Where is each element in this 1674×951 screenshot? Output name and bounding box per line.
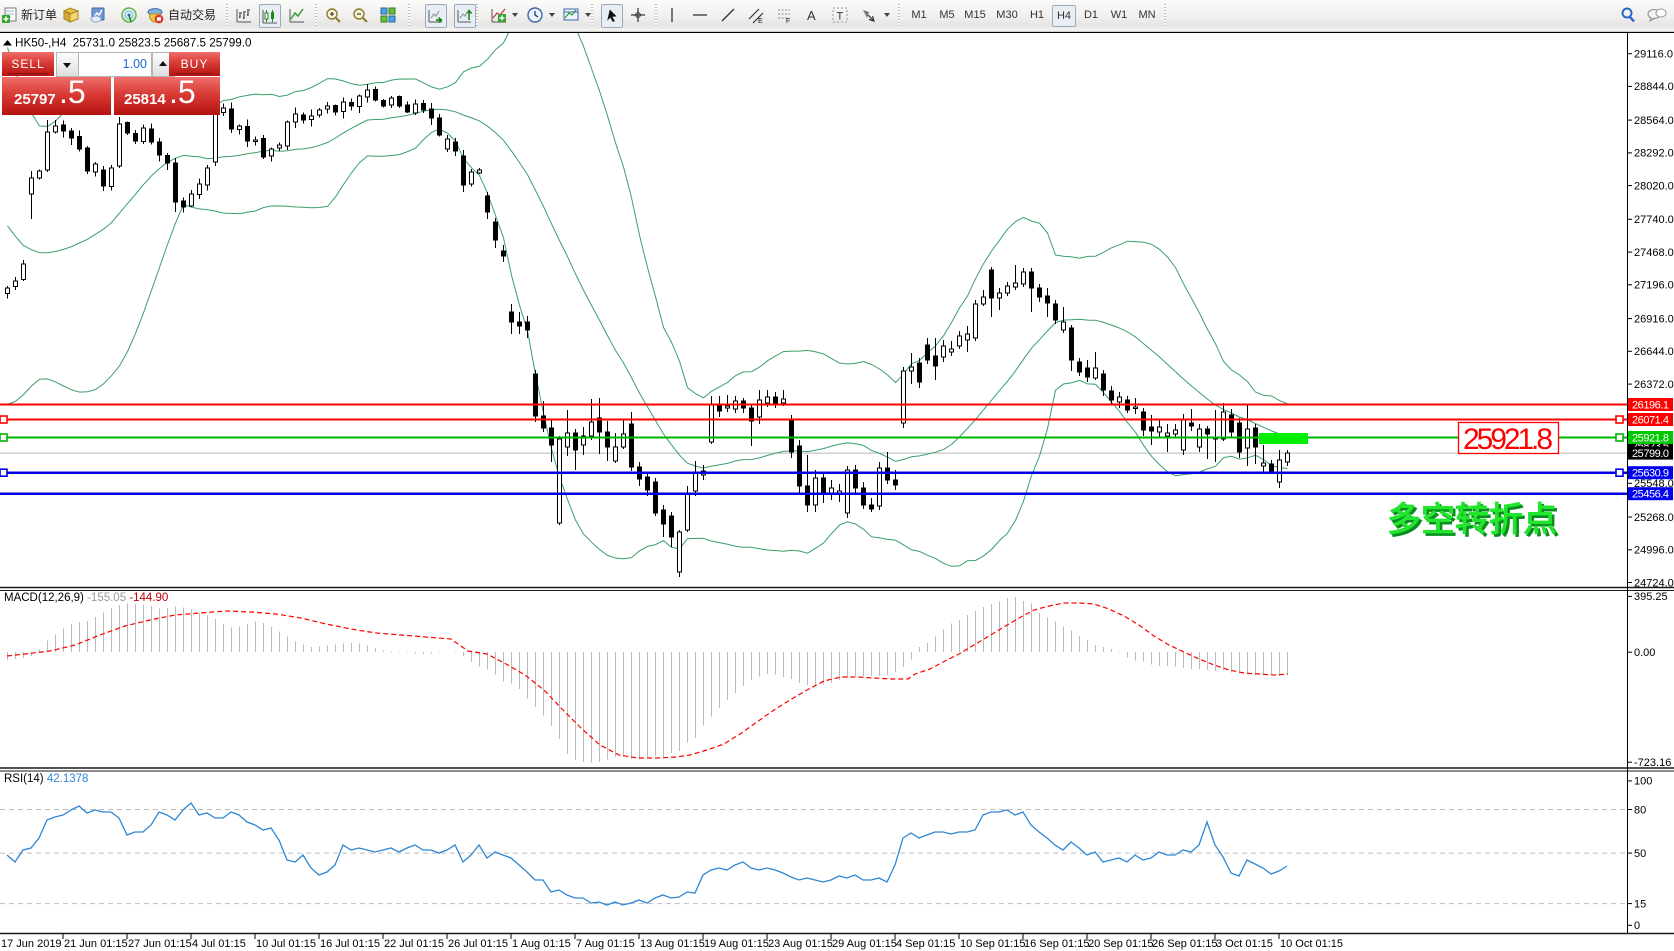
svg-text:-723.16: -723.16 [1634,757,1671,769]
svg-text:HK50-,H4 25731.0 25823.5 2568: HK50-,H4 25731.0 25823.5 25687.5 25799.0 [15,37,252,50]
svg-text:29116.0: 29116.0 [1634,49,1673,61]
svg-text:3 Oct 01:15: 3 Oct 01:15 [1216,938,1273,950]
svg-text:23 Aug 01:15: 23 Aug 01:15 [768,938,833,950]
svg-text:10 Oct 01:15: 10 Oct 01:15 [1280,938,1343,950]
svg-text:24724.0: 24724.0 [1634,577,1674,589]
svg-text:28020.0: 28020.0 [1634,180,1674,192]
svg-text:27740.0: 27740.0 [1634,214,1674,226]
svg-text:25268.0: 25268.0 [1634,512,1674,524]
svg-text:4 Jul 01:15: 4 Jul 01:15 [192,938,246,950]
svg-text:25799.0: 25799.0 [1632,448,1669,460]
svg-text:26071.4: 26071.4 [1632,415,1669,427]
svg-text:15: 15 [1634,898,1646,910]
svg-text:28564.0: 28564.0 [1634,115,1674,127]
svg-text:19 Aug 01:15: 19 Aug 01:15 [704,938,769,950]
svg-text:17 Jun 2019: 17 Jun 2019 [1,938,62,950]
svg-text:16 Jul 01:15: 16 Jul 01:15 [320,938,380,950]
svg-text:RSI(14) 42.1378: RSI(14) 42.1378 [4,773,88,785]
svg-text:26196.1: 26196.1 [1632,400,1669,412]
svg-text:22 Jul 01:15: 22 Jul 01:15 [384,938,444,950]
svg-text:多空转折点: 多空转折点 [1387,501,1557,539]
svg-text:25921.8: 25921.8 [1463,423,1553,456]
svg-text:0.00: 0.00 [1634,647,1655,659]
svg-text:25921.8: 25921.8 [1632,433,1669,445]
svg-text:26372.0: 26372.0 [1634,379,1674,391]
svg-text:F: F [786,18,790,24]
svg-text:0: 0 [1634,920,1640,932]
svg-text:100: 100 [1634,776,1652,788]
svg-text:13 Aug 01:15: 13 Aug 01:15 [640,938,705,950]
svg-text:A: A [807,8,816,23]
svg-text:10 Jul 01:15: 10 Jul 01:15 [256,938,316,950]
svg-text:28292.0: 28292.0 [1634,148,1674,160]
svg-text:25548.0: 25548.0 [1634,478,1674,490]
svg-text:26 Sep 01:15: 26 Sep 01:15 [1152,938,1217,950]
svg-text:7 Aug 01:15: 7 Aug 01:15 [576,938,635,950]
svg-text:E: E [758,18,763,24]
svg-text:28844.0: 28844.0 [1634,81,1674,93]
svg-text:25456.4: 25456.4 [1632,489,1669,501]
svg-text:26644.0: 26644.0 [1634,346,1674,358]
svg-text:MACD(12,26,9) -155.05 -144.90: MACD(12,26,9) -155.05 -144.90 [4,592,168,604]
svg-text:4 Sep 01:15: 4 Sep 01:15 [896,938,955,950]
svg-text:395.25: 395.25 [1634,591,1668,603]
svg-text:27 Jun 01:15: 27 Jun 01:15 [128,938,192,950]
svg-text:25630.9: 25630.9 [1632,468,1669,480]
svg-text:21 Jun 01:15: 21 Jun 01:15 [64,938,128,950]
svg-text:16 Sep 01:15: 16 Sep 01:15 [1024,938,1089,950]
svg-text:多空转折点: 多空转折点 [1390,504,1560,542]
svg-text:1 Aug 01:15: 1 Aug 01:15 [512,938,571,950]
svg-text:10 Sep 01:15: 10 Sep 01:15 [960,938,1025,950]
svg-text:24996.0: 24996.0 [1634,545,1674,557]
svg-text:T: T [837,11,844,23]
svg-text:20 Sep 01:15: 20 Sep 01:15 [1088,938,1153,950]
svg-text:27468.0: 27468.0 [1634,247,1674,259]
svg-text:29 Aug 01:15: 29 Aug 01:15 [832,938,897,950]
svg-text:27196.0: 27196.0 [1634,280,1674,292]
svg-text:80: 80 [1634,804,1646,816]
svg-text:50: 50 [1634,848,1646,860]
svg-text:26 Jul 01:15: 26 Jul 01:15 [448,938,508,950]
svg-text:26916.0: 26916.0 [1634,313,1674,325]
